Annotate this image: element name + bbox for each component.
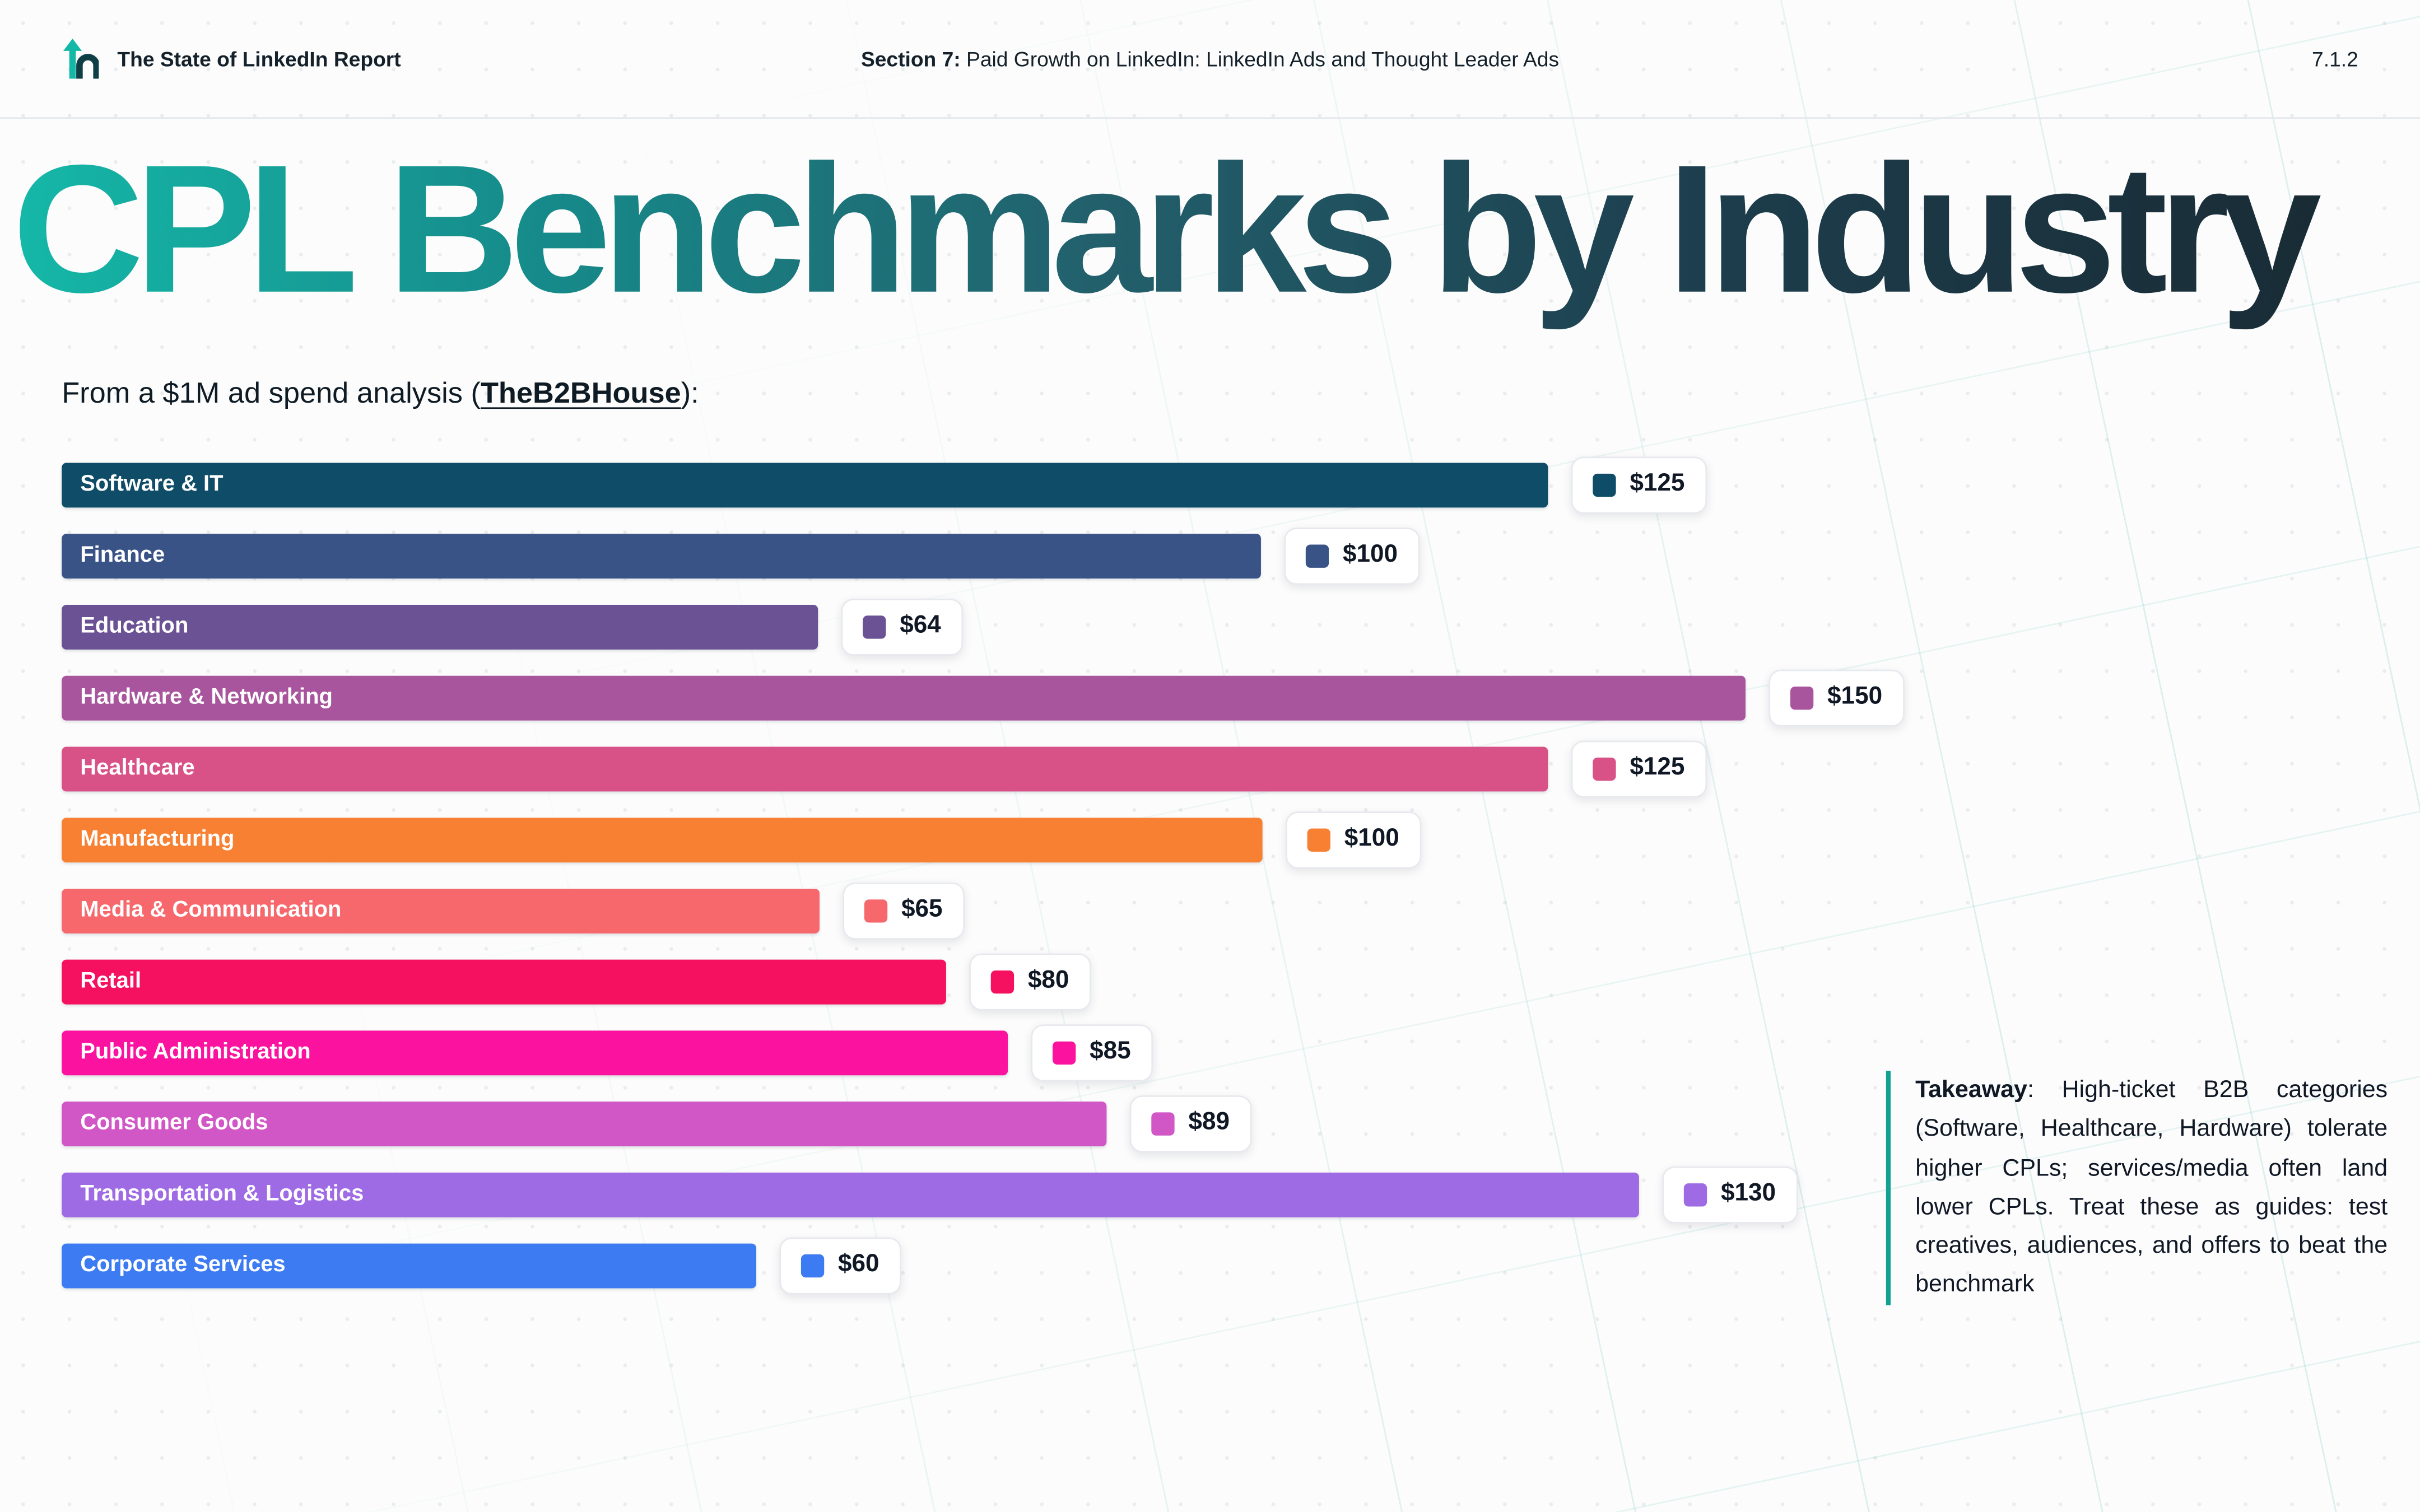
bar-transportation-logistics: Transportation & Logistics — [62, 1173, 1639, 1217]
bar-media-communication: Media & Communication — [62, 889, 820, 933]
bar-row-education: Education $64 — [62, 598, 2420, 656]
bar-label-education: Education — [80, 614, 189, 640]
report-title: The State of LinkedIn Report — [117, 47, 401, 71]
value-chip-manufacturing: $100 — [1286, 811, 1421, 869]
value-label-media-communication: $65 — [901, 897, 943, 923]
bar-label-finance: Finance — [80, 543, 165, 568]
header-left: The State of LinkedIn Report — [62, 37, 401, 80]
swatch-icon — [864, 899, 888, 923]
bar-row-retail: Retail $80 — [62, 953, 2420, 1011]
value-label-corporate-services: $60 — [838, 1252, 879, 1278]
swatch-icon — [1307, 828, 1330, 852]
value-chip-public-administration: $85 — [1031, 1024, 1153, 1082]
bar-row-consumer-goods: Consumer Goods $89 — [62, 1095, 2420, 1152]
bar-row-transportation-logistics: Transportation & Logistics $130 — [62, 1166, 2420, 1224]
section-label: Section 7: Paid Growth on LinkedIn: Link… — [861, 47, 1559, 70]
value-chip-transportation-logistics: $130 — [1662, 1166, 1798, 1224]
value-chip-retail: $80 — [969, 953, 1091, 1011]
value-label-software-it: $125 — [1630, 471, 1685, 498]
bar-label-media-communication: Media & Communication — [80, 898, 342, 923]
bar-label-software-it: Software & IT — [80, 473, 224, 498]
swatch-icon — [1151, 1112, 1175, 1136]
value-label-hardware-networking: $150 — [1827, 684, 1883, 711]
bar-software-it: Software & IT — [62, 463, 1548, 507]
takeaway-text: : High-ticket B2B categories (Software, … — [1915, 1077, 2388, 1298]
value-label-public-administration: $85 — [1090, 1039, 1131, 1066]
bar-row-finance: Finance $100 — [62, 527, 2420, 585]
swatch-icon — [1052, 1041, 1076, 1065]
value-label-education: $64 — [900, 613, 941, 640]
value-chip-education: $64 — [841, 598, 963, 656]
bar-label-retail: Retail — [80, 969, 142, 995]
value-label-healthcare: $125 — [1630, 755, 1685, 782]
bar-finance: Finance — [62, 534, 1261, 578]
value-chip-consumer-goods: $89 — [1129, 1095, 1251, 1152]
section-title: Paid Growth on LinkedIn: LinkedIn Ads an… — [960, 47, 1560, 71]
swatch-icon — [1593, 473, 1616, 497]
value-chip-finance: $100 — [1284, 527, 1420, 585]
value-chip-media-communication: $65 — [843, 882, 965, 940]
subtitle: From a $1M ad spend analysis (TheB2BHous… — [62, 378, 2420, 412]
value-label-transportation-logistics: $130 — [1720, 1180, 1776, 1207]
swatch-icon — [1790, 686, 1814, 710]
bar-consumer-goods: Consumer Goods — [62, 1102, 1107, 1146]
bar-row-manufacturing: Manufacturing $100 — [62, 811, 2420, 869]
value-label-manufacturing: $100 — [1344, 826, 1399, 852]
takeaway-label: Takeaway — [1915, 1077, 2027, 1103]
bar-label-public-administration: Public Administration — [80, 1040, 311, 1066]
bar-label-hardware-networking: Hardware & Networking — [80, 685, 333, 711]
bar-public-administration: Public Administration — [62, 1030, 1008, 1075]
section-number: Section 7: — [860, 47, 961, 71]
swatch-icon — [1683, 1183, 1707, 1207]
bar-label-consumer-goods: Consumer Goods — [80, 1111, 268, 1136]
bar-label-corporate-services: Corporate Services — [80, 1253, 286, 1278]
page-number: 7.1.2 — [2312, 47, 2358, 71]
title-block: CPL Benchmarks by Industry — [0, 119, 2420, 332]
bar-label-manufacturing: Manufacturing — [80, 827, 235, 852]
value-label-consumer-goods: $89 — [1188, 1110, 1230, 1136]
subtitle-suffix: ): — [681, 378, 699, 411]
bar-row-healthcare: Healthcare $125 — [62, 740, 2420, 798]
bar-row-software-it: Software & IT $125 — [62, 456, 2420, 514]
arrow-up-logo-icon — [62, 37, 99, 80]
cpl-bar-chart: Software & IT $125 Finance $100 Education $64… — [62, 456, 2420, 1295]
subtitle-prefix: From a $1M ad spend analysis ( — [62, 378, 481, 411]
value-chip-corporate-services: $60 — [779, 1237, 901, 1295]
value-chip-hardware-networking: $150 — [1769, 669, 1904, 727]
value-label-finance: $100 — [1342, 542, 1398, 568]
header: The State of LinkedIn Report Section 7: … — [0, 0, 2420, 119]
bar-retail: Retail — [62, 960, 946, 1004]
bar-corporate-services: Corporate Services — [62, 1244, 756, 1288]
bar-hardware-networking: Hardware & Networking — [62, 676, 1746, 720]
swatch-icon — [1305, 544, 1329, 568]
swatch-icon — [863, 615, 886, 639]
swatch-icon — [990, 970, 1014, 994]
bar-label-healthcare: Healthcare — [80, 757, 195, 782]
swatch-icon — [1593, 757, 1616, 781]
bar-healthcare: Healthcare — [62, 746, 1548, 791]
value-label-retail: $80 — [1027, 968, 1069, 995]
bar-row-corporate-services: Corporate Services $60 — [62, 1237, 2420, 1295]
bar-row-public-administration: Public Administration $85 — [62, 1024, 2420, 1082]
takeaway-note: Takeaway: High-ticket B2B categories (So… — [1886, 1071, 2388, 1305]
bar-row-hardware-networking: Hardware & Networking $150 — [62, 669, 2420, 727]
bar-manufacturing: Manufacturing — [62, 818, 1263, 862]
value-chip-software-it: $125 — [1571, 456, 1707, 514]
bar-education: Education — [62, 605, 818, 649]
bar-label-transportation-logistics: Transportation & Logistics — [80, 1182, 364, 1207]
bar-row-media-communication: Media & Communication $65 — [62, 882, 2420, 940]
theb2bhouse-link[interactable]: TheB2BHouse — [480, 378, 681, 411]
swatch-icon — [801, 1254, 825, 1277]
page-title: CPL Benchmarks by Industry — [12, 128, 2420, 332]
value-chip-healthcare: $125 — [1571, 740, 1707, 798]
